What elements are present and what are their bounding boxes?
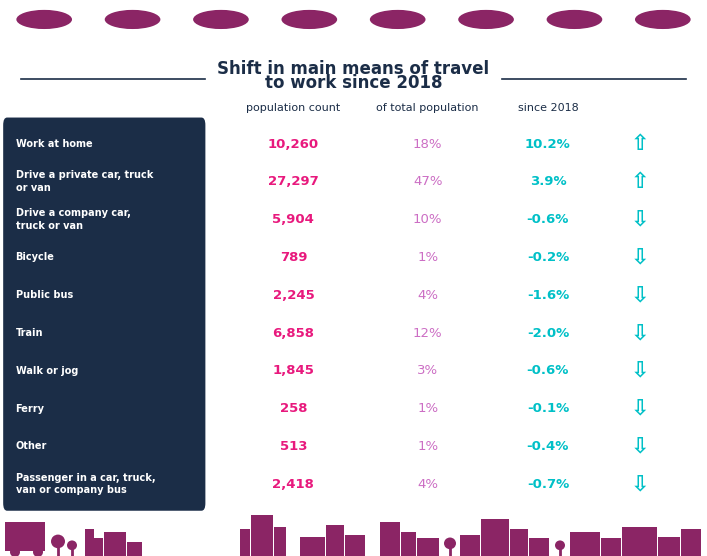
Bar [85, 529, 94, 538]
Bar [345, 535, 365, 556]
Text: ⇩: ⇩ [631, 361, 649, 381]
Bar [85, 538, 103, 556]
Bar [417, 538, 439, 556]
Text: 10%: 10% [413, 213, 443, 226]
Ellipse shape [16, 10, 72, 29]
Ellipse shape [105, 10, 160, 29]
Text: Walk or jog: Walk or jog [16, 366, 78, 376]
Text: ⇧: ⇧ [631, 172, 649, 192]
Bar [622, 527, 657, 556]
Text: 2,418: 2,418 [272, 478, 315, 491]
Bar [104, 532, 126, 556]
Text: 789: 789 [280, 251, 307, 264]
Text: Other: Other [16, 441, 47, 451]
Text: Ferry: Ferry [16, 404, 45, 414]
Bar [274, 527, 286, 556]
Circle shape [33, 547, 43, 556]
Text: -0.2%: -0.2% [527, 251, 569, 264]
Text: ⇩: ⇩ [631, 210, 649, 230]
Text: to work since 2018: to work since 2018 [264, 75, 443, 92]
Bar [251, 515, 273, 556]
Ellipse shape [547, 10, 602, 29]
Text: 5,904: 5,904 [272, 213, 315, 226]
Text: population count: population count [246, 103, 341, 113]
Text: Drive a private car, truck: Drive a private car, truck [16, 170, 153, 180]
Text: -0.7%: -0.7% [527, 478, 569, 491]
Bar [5, 530, 45, 551]
Text: or van: or van [16, 183, 50, 193]
Text: 1,845: 1,845 [272, 364, 315, 378]
Circle shape [10, 547, 20, 556]
Text: -2.0%: -2.0% [527, 326, 569, 340]
Text: Work at home: Work at home [16, 139, 92, 149]
Bar [240, 529, 250, 556]
Text: since 2018: since 2018 [518, 103, 578, 113]
Text: Public bus: Public bus [16, 290, 73, 300]
Text: 12%: 12% [413, 326, 443, 340]
Text: ⇩: ⇩ [631, 436, 649, 456]
Circle shape [444, 538, 456, 549]
Text: -0.6%: -0.6% [527, 364, 569, 378]
Bar [601, 538, 621, 556]
Text: -0.1%: -0.1% [527, 402, 569, 415]
Text: -0.6%: -0.6% [527, 213, 569, 226]
Text: 3.9%: 3.9% [530, 175, 566, 188]
Bar [326, 525, 344, 556]
Ellipse shape [370, 10, 426, 29]
Bar [510, 529, 528, 556]
Text: Passenger in a car, truck,: Passenger in a car, truck, [16, 473, 155, 483]
Text: 4%: 4% [417, 478, 438, 491]
Text: truck or van: truck or van [16, 221, 83, 231]
Bar [481, 519, 509, 556]
Text: ⇩: ⇩ [631, 323, 649, 343]
Ellipse shape [281, 10, 337, 29]
Text: ⇧: ⇧ [631, 134, 649, 154]
Bar [401, 532, 416, 556]
Text: 47%: 47% [413, 175, 443, 188]
Text: 513: 513 [280, 440, 307, 453]
Text: 3%: 3% [417, 364, 438, 378]
Text: of total population: of total population [377, 103, 479, 113]
Bar [127, 543, 142, 556]
Ellipse shape [193, 10, 249, 29]
Text: 2,245: 2,245 [272, 289, 315, 302]
Text: Bicycle: Bicycle [16, 252, 54, 262]
Circle shape [633, 535, 647, 548]
Text: 27,297: 27,297 [268, 175, 319, 188]
Text: ⇩: ⇩ [631, 474, 649, 494]
Text: 1%: 1% [417, 402, 438, 415]
Text: -0.4%: -0.4% [527, 440, 569, 453]
Text: Drive a company car,: Drive a company car, [16, 208, 130, 218]
Circle shape [51, 535, 65, 548]
Text: ⇩: ⇩ [631, 399, 649, 419]
Text: 4%: 4% [417, 289, 438, 302]
Bar [529, 538, 549, 556]
Text: -1.6%: -1.6% [527, 289, 569, 302]
Bar [300, 537, 325, 556]
Bar [681, 529, 701, 556]
Ellipse shape [635, 10, 691, 29]
FancyBboxPatch shape [3, 117, 206, 511]
Text: van or company bus: van or company bus [16, 485, 127, 495]
Text: 1%: 1% [417, 251, 438, 264]
Bar [380, 522, 400, 556]
Text: Train: Train [16, 328, 43, 338]
Bar [658, 537, 680, 556]
Bar [570, 532, 600, 556]
Text: 10.2%: 10.2% [525, 137, 571, 151]
Text: ⇩: ⇩ [631, 247, 649, 267]
Text: 258: 258 [280, 402, 307, 415]
Circle shape [67, 540, 77, 550]
Text: Shift in main means of travel: Shift in main means of travel [218, 60, 489, 78]
Text: 18%: 18% [413, 137, 443, 151]
Text: ⇩: ⇩ [631, 285, 649, 305]
Text: 6,858: 6,858 [272, 326, 315, 340]
Ellipse shape [458, 10, 514, 29]
Bar [5, 522, 45, 530]
Bar [460, 535, 480, 556]
Text: 1%: 1% [417, 440, 438, 453]
Circle shape [555, 540, 565, 550]
Text: 10,260: 10,260 [268, 137, 319, 151]
